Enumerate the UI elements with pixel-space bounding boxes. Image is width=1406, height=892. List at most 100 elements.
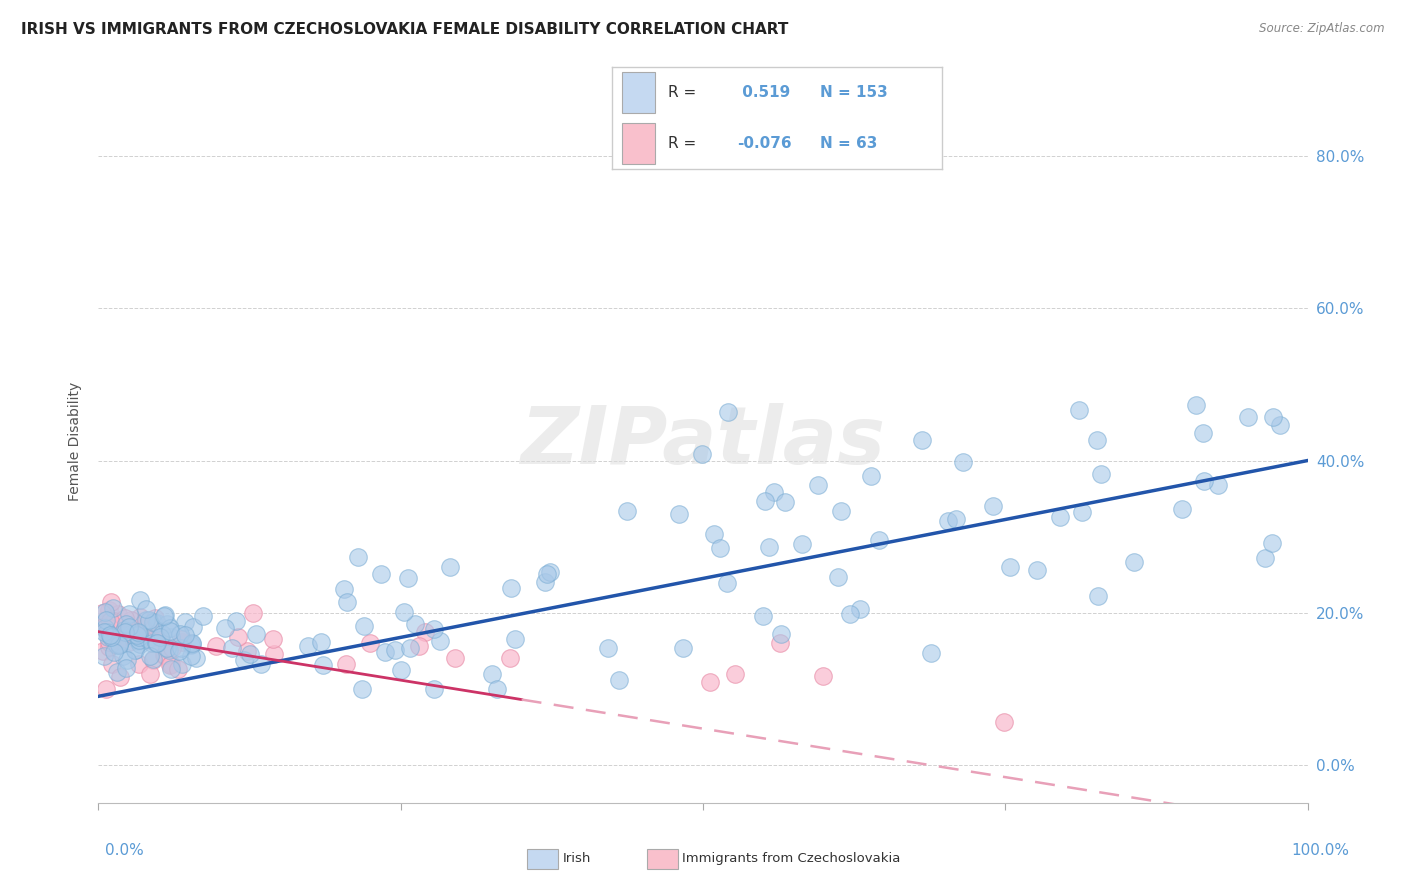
Point <box>96 624 118 639</box>
Point <box>103 614 125 628</box>
Point <box>127 628 149 642</box>
Point <box>1067 402 1090 417</box>
Point <box>703 527 725 541</box>
Point <box>534 575 557 590</box>
Point <box>94 613 117 627</box>
Point <box>1261 409 1284 424</box>
Point <box>860 469 883 483</box>
Point <box>107 638 129 652</box>
Point <box>716 576 738 591</box>
Point <box>1000 560 1022 574</box>
Point <box>952 455 974 469</box>
Point <box>1071 505 1094 519</box>
Point <box>98 640 121 654</box>
Point <box>439 560 461 574</box>
Point <box>335 657 357 672</box>
Point <box>112 623 135 637</box>
Point <box>191 609 214 624</box>
Point <box>717 405 740 419</box>
Point <box>181 637 204 651</box>
Point <box>159 621 181 635</box>
Point <box>107 624 129 638</box>
Point <box>350 681 373 696</box>
Point <box>724 667 747 681</box>
Point <box>399 641 422 656</box>
Point <box>104 633 127 648</box>
Point <box>1206 477 1229 491</box>
Point <box>173 628 195 642</box>
Point <box>221 640 243 655</box>
Point <box>423 622 446 636</box>
Point <box>98 615 121 629</box>
Point <box>180 635 202 649</box>
Point <box>1194 475 1216 489</box>
Point <box>153 608 176 623</box>
Point <box>91 607 114 621</box>
Point <box>127 625 149 640</box>
Point <box>159 624 181 638</box>
Point <box>394 605 416 619</box>
Point <box>169 627 191 641</box>
Point <box>153 648 176 662</box>
Point <box>262 632 284 646</box>
Point <box>128 630 150 644</box>
Point <box>1261 536 1284 550</box>
Point <box>499 582 522 596</box>
Point <box>226 630 249 644</box>
Point <box>1253 551 1275 566</box>
Point <box>838 607 860 622</box>
Point <box>118 620 141 634</box>
Point <box>94 622 117 636</box>
Text: R =: R = <box>668 136 696 152</box>
Point <box>312 657 335 672</box>
Point <box>159 658 181 673</box>
Point <box>174 615 197 629</box>
Point <box>108 670 131 684</box>
Point <box>148 632 170 646</box>
Point <box>150 627 173 641</box>
Text: IRISH VS IMMIGRANTS FROM CZECHOSLOVAKIA FEMALE DISABILITY CORRELATION CHART: IRISH VS IMMIGRANTS FROM CZECHOSLOVAKIA … <box>21 22 789 37</box>
Point <box>616 504 638 518</box>
Point <box>107 607 129 621</box>
Point <box>93 625 115 640</box>
Point <box>181 620 204 634</box>
Point <box>444 651 467 665</box>
Point <box>250 657 273 671</box>
Point <box>1090 467 1112 481</box>
Point <box>91 620 114 634</box>
Point <box>167 644 190 658</box>
Point <box>127 634 149 648</box>
Point <box>408 639 430 653</box>
Point <box>94 682 117 697</box>
Point <box>297 639 319 653</box>
Point <box>93 605 115 619</box>
Point <box>97 602 120 616</box>
Point <box>1192 425 1215 440</box>
Point <box>91 644 114 658</box>
Point <box>108 625 131 640</box>
Point <box>1049 510 1071 524</box>
Point <box>143 610 166 624</box>
Point <box>920 646 942 660</box>
Point <box>423 681 446 696</box>
Point <box>97 631 120 645</box>
Point <box>807 478 830 492</box>
Point <box>849 602 872 616</box>
Point <box>214 621 236 635</box>
Point <box>762 484 785 499</box>
Point <box>108 637 131 651</box>
Point <box>769 636 792 650</box>
Point <box>98 621 121 635</box>
Point <box>374 645 396 659</box>
Point <box>1171 501 1194 516</box>
Point <box>125 624 148 639</box>
Point <box>811 669 834 683</box>
Point <box>481 667 503 681</box>
FancyBboxPatch shape <box>621 72 655 113</box>
Point <box>93 617 115 632</box>
Point <box>115 653 138 667</box>
Point <box>752 608 775 623</box>
Point <box>370 567 392 582</box>
Point <box>1087 434 1109 448</box>
Point <box>170 635 193 649</box>
